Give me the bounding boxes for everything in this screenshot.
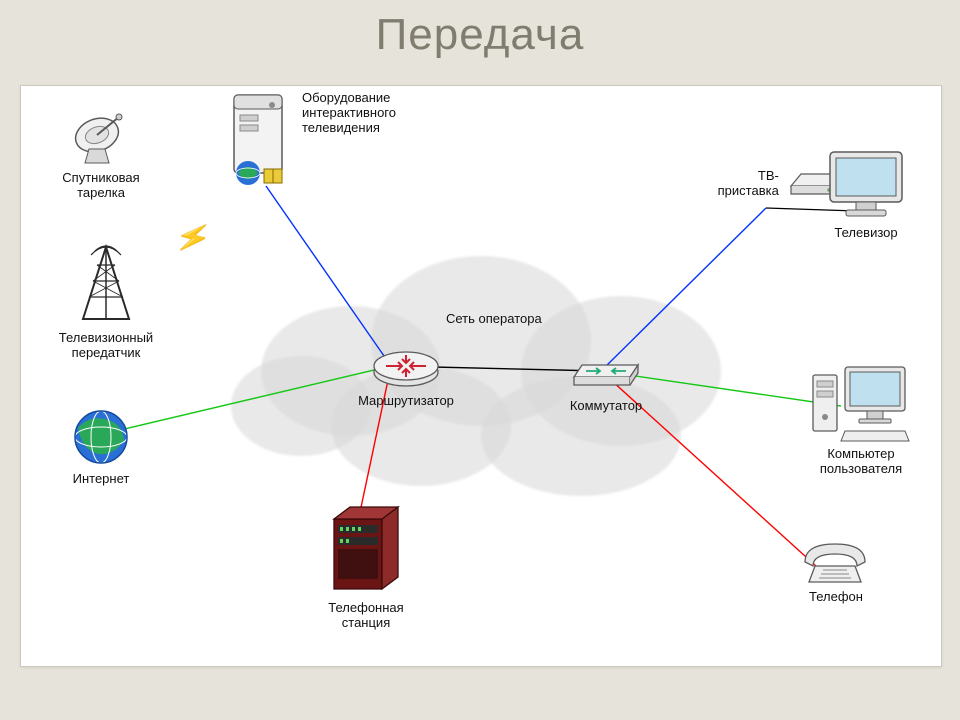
operator-cloud	[221, 216, 721, 476]
node-label: Компьютерпользователя	[791, 447, 931, 477]
server-tower-icon	[226, 91, 294, 191]
desktop-computer-icon	[809, 361, 913, 443]
router-icon	[366, 346, 446, 390]
television-icon	[822, 146, 910, 222]
node-satellite-dish: Спутниковаятарелка	[46, 111, 156, 201]
node-internet: Интернет	[51, 406, 151, 487]
node-tv-transmitter: Телевизионныйпередатчик	[41, 241, 171, 361]
node-label: ТВ-приставка	[711, 169, 779, 199]
node-label: Интернет	[51, 472, 151, 487]
node-television: Телевизор	[806, 146, 926, 241]
node-switch: Коммутатор	[556, 351, 656, 414]
node-label: Телефон	[776, 590, 896, 605]
node-label: Оборудованиеинтерактивноготелевидения	[302, 91, 396, 136]
node-label: Коммутатор	[556, 399, 656, 414]
cloud-label: Сеть оператора	[446, 311, 542, 326]
transmitter-tower-icon	[71, 241, 141, 327]
node-label: Телевизионныйпередатчик	[41, 331, 171, 361]
node-iptv-server: Оборудованиеинтерактивноготелевидения	[226, 91, 396, 191]
node-router: Маршрутизатор	[346, 346, 466, 409]
page-title: Передача	[0, 10, 960, 60]
node-label: Спутниковаятарелка	[46, 171, 156, 201]
switch-icon	[566, 351, 646, 395]
node-computer: Компьютерпользователя	[791, 361, 931, 477]
phone-icon	[797, 526, 875, 586]
pbx-server-icon	[322, 501, 410, 597]
node-phone-station: Телефоннаястанция	[296, 501, 436, 631]
node-label: Телефоннаястанция	[296, 601, 436, 631]
node-phone: Телефон	[776, 526, 896, 605]
globe-icon	[70, 406, 132, 468]
diagram-canvas: Сеть оператора ⚡ Спутниковаятарелка	[20, 85, 942, 667]
satellite-dish-icon	[69, 111, 133, 167]
node-label: Телевизор	[806, 226, 926, 241]
node-label: Маршрутизатор	[346, 394, 466, 409]
wireless-bolt-icon: ⚡	[172, 217, 214, 258]
